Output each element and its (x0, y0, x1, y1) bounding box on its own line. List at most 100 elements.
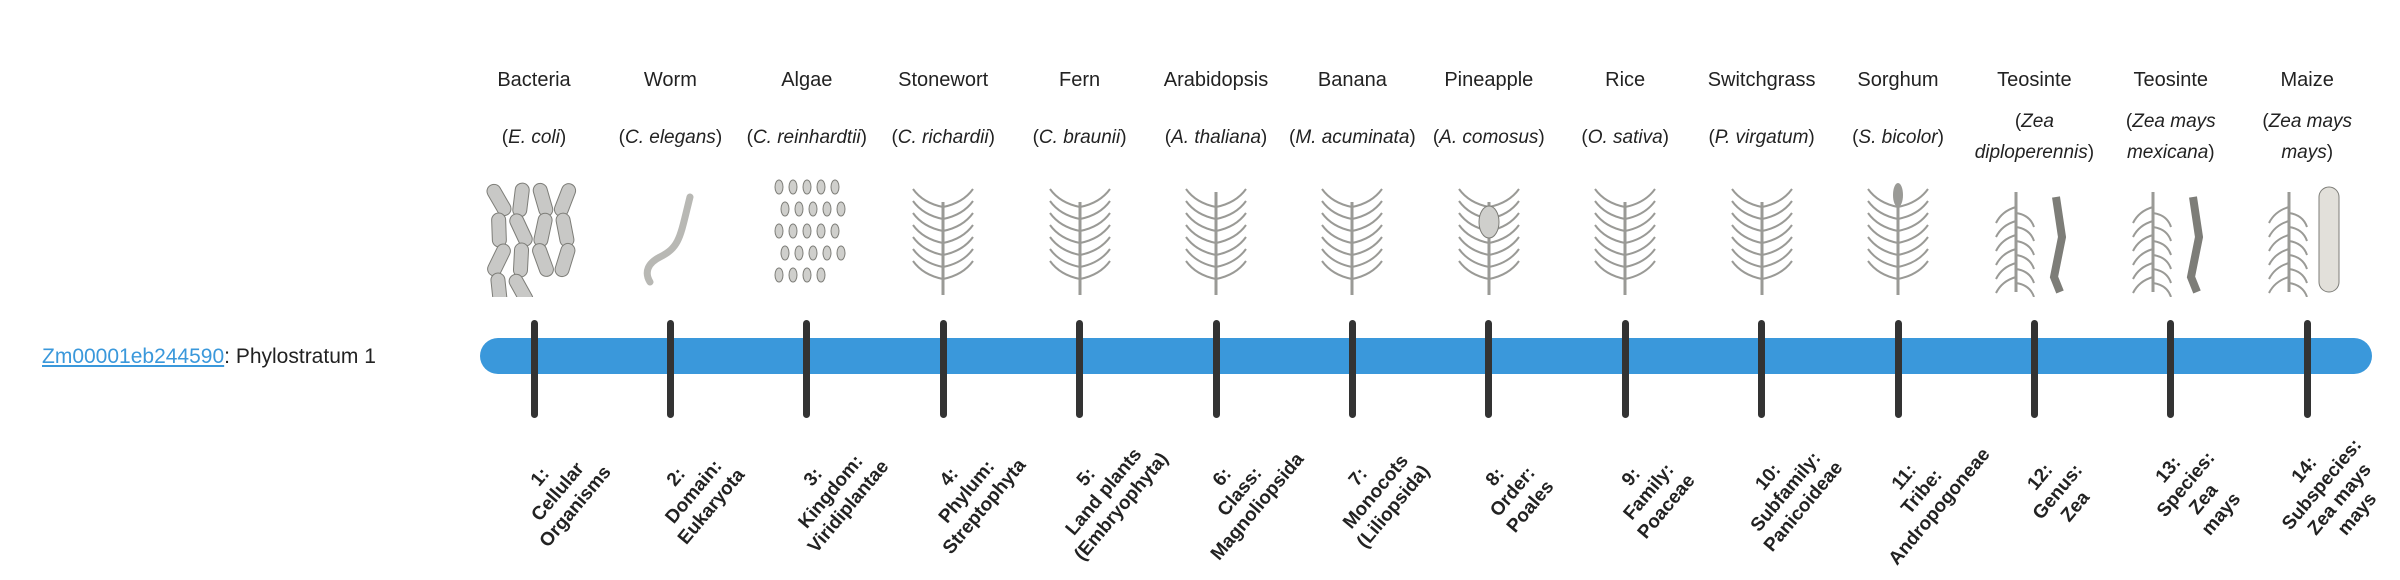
organism-scientific-name: (O. sativa) (1558, 104, 1692, 170)
scientific-name-value: A. thaliana (1171, 126, 1261, 148)
scientific-name-value: O. sativa (1587, 126, 1663, 148)
scientific-name-text: (C. elegans) (618, 126, 723, 148)
scientific-name-text: (P. virgatum) (1708, 126, 1815, 148)
maize-icon (2240, 177, 2374, 298)
scientific-name-value: C. elegans (624, 126, 716, 148)
bacteria-icon (467, 177, 601, 308)
scientific-name-value: M. acuminata (1295, 126, 1410, 148)
organism-scientific-name: (Zea diploperennis) (1967, 104, 2101, 170)
organism-common-name: Algae (781, 69, 833, 91)
scientific-name-value: A. comosus (1439, 126, 1539, 148)
scientific-name-value: Zea diploperennis (1974, 111, 2088, 163)
stratum-tick-marker[interactable] (2303, 320, 2311, 418)
stratum-tick-marker[interactable] (530, 320, 538, 418)
stratum-tick-marker[interactable] (1348, 320, 1356, 418)
arabidopsis-icon (1149, 177, 1283, 297)
stratum-tick-marker[interactable] (2167, 320, 2175, 418)
organism-common-name: Teosinte (1997, 69, 2072, 91)
stonewort-icon (876, 177, 1010, 297)
scientific-name-value: E. coli (508, 126, 560, 148)
sorghum-icon (1831, 177, 1965, 297)
gene-phylostratum-label: Zm00001eb244590: Phylostratum 1 (42, 343, 376, 371)
organism-common-name: Switchgrass (1707, 69, 1816, 91)
stratum-tick-marker[interactable] (1076, 320, 1084, 418)
organism-common-name: Maize (2280, 69, 2334, 91)
scientific-name-value: C. richardii (897, 126, 989, 148)
scientific-name-text: (A. thaliana) (1164, 126, 1268, 148)
stratum-tick-marker[interactable] (2030, 320, 2038, 418)
stratum-tick-marker[interactable] (803, 320, 811, 418)
organism-scientific-name: (C. richardii) (876, 104, 1010, 170)
scientific-name-text: (A. comosus) (1432, 126, 1545, 148)
stratum-label: 3: Kingdom: Viridiplantae (794, 451, 893, 558)
stratum-label: 13: Species: Zea mays (2151, 447, 2245, 540)
fern-icon (1013, 177, 1147, 297)
organism-common-name: Teosinte (2133, 69, 2209, 91)
organism-scientific-name: (E. coli) (467, 104, 601, 170)
organism-common-name: Banana (1317, 69, 1387, 91)
stratum-tick-marker[interactable] (666, 320, 674, 418)
organism-common-name: Pineapple (1444, 69, 1534, 91)
stratum-label: 12: Genus: Zea (2023, 459, 2095, 527)
scientific-name-text: (O. sativa) (1581, 126, 1669, 148)
teosinte-icon (1967, 177, 2101, 298)
organism-scientific-name: (C. reinhardtii) (740, 104, 874, 170)
organism-scientific-name: (A. comosus) (1422, 104, 1556, 170)
teosinte-icon (2104, 177, 2238, 298)
scientific-name-value: S. bicolor (1858, 126, 1938, 148)
stratum-label: 10: Subfamily: Panicoideae (1746, 448, 1847, 557)
stratum-tick-marker[interactable] (1758, 320, 1766, 418)
scientific-name-text: (Zea mays mexicana) (2125, 111, 2216, 163)
stratum-tick-marker[interactable] (1485, 320, 1493, 418)
organism-scientific-name: (M. acuminata) (1285, 104, 1419, 170)
banana-icon (1285, 177, 1419, 297)
organism-scientific-name: (Zea mays mexicana) (2104, 104, 2238, 170)
stratum-label: 6: Class: Magnoliopsida (1206, 449, 1309, 565)
organism-scientific-name: (Zea mays mays) (2240, 104, 2374, 170)
stratum-tick-marker[interactable] (1621, 320, 1629, 418)
organism-common-name: Arabidopsis (1163, 69, 1269, 91)
organism-scientific-name: (C. braunii) (1013, 104, 1147, 170)
stratum-label: 1: Cellular Organisms (526, 458, 616, 552)
stratum-label: 14: Subspecies: Zea mays mays (2278, 434, 2382, 540)
scientific-name-value: Zea mays mexicana (2126, 111, 2216, 163)
scientific-name-value: Zea mays mays (2268, 111, 2353, 163)
organism-common-name: Stonewort (898, 69, 989, 91)
scientific-name-text: (Zea diploperennis) (1974, 111, 2095, 163)
gene-id-link[interactable]: Zm00001eb244590 (42, 345, 225, 368)
worm-icon (603, 177, 737, 297)
organism-scientific-name: (P. virgatum) (1695, 104, 1829, 170)
scientific-name-value: C. reinhardtii (752, 126, 861, 148)
organism-common-name: Fern (1059, 69, 1101, 91)
switchgrass-icon (1695, 177, 1829, 297)
stratum-tick-marker[interactable] (1212, 320, 1220, 418)
scientific-name-text: (C. richardii) (891, 126, 995, 148)
organism-scientific-name: (C. elegans) (603, 104, 737, 170)
organism-scientific-name: (A. thaliana) (1149, 104, 1283, 170)
algae-icon (740, 177, 874, 297)
scientific-name-text: (M. acuminata) (1289, 126, 1416, 148)
phylostratum-text: : Phylostratum 1 (224, 345, 376, 368)
stratum-label: 2: Domain: Eukaryota (661, 456, 750, 549)
organism-common-name: Bacteria (497, 69, 571, 91)
organism-common-name: Sorghum (1857, 69, 1939, 91)
stratum-tick-marker[interactable] (939, 320, 947, 418)
scientific-name-value: C. braunii (1038, 126, 1121, 148)
organism-common-name: Worm (643, 69, 697, 91)
stratum-label: 4: Phylum: Streptophyta (935, 455, 1031, 559)
pineapple-icon (1422, 177, 1556, 297)
scientific-name-text: (E. coli) (501, 126, 567, 148)
scientific-name-text: (C. braunii) (1032, 126, 1127, 148)
rice-icon (1558, 177, 1692, 297)
scientific-name-text: (C. reinhardtii) (746, 126, 867, 148)
phylostratum-bar (480, 338, 2372, 374)
stratum-label: 8: Order: Poales (1481, 463, 1559, 537)
stratum-label: 5: Land plants (Embryophyta) (1061, 444, 1173, 565)
stratum-label: 9: Family: Poaceae (1618, 459, 1700, 544)
scientific-name-value: P. virgatum (1714, 126, 1809, 148)
scientific-name-text: (Zea mays mays) (2262, 111, 2353, 163)
scientific-name-text: (S. bicolor) (1852, 126, 1944, 148)
stratum-tick-marker[interactable] (1894, 320, 1902, 418)
organism-common-name: Rice (1605, 69, 1646, 91)
organism-scientific-name: (S. bicolor) (1831, 104, 1965, 170)
